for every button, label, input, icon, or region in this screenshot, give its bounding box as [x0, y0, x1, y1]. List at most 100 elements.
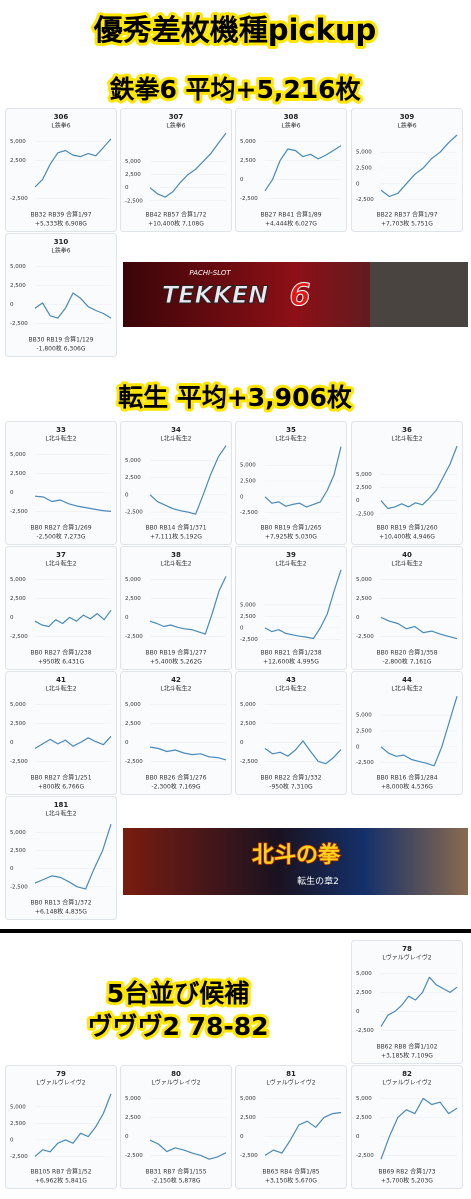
page-title: 優秀差枚機種pickup [93, 13, 377, 47]
machine-stats: BB31 RB7 合算1/155 [145, 1168, 206, 1176]
y-tick-label: 5,000 [240, 702, 256, 708]
y-tick-label: 2,500 [10, 721, 26, 727]
y-tick-label: 2,500 [240, 158, 256, 164]
machine-number: 34 [171, 426, 181, 434]
machine-model: L鉄拳6 [51, 122, 70, 130]
machine-stats: +8,000枚 4,536G [381, 783, 433, 791]
y-tick-label: 0 [10, 740, 14, 746]
machine-stats: BB0 RB19 合算1/265 [260, 524, 321, 532]
line [380, 696, 458, 767]
y-tick-label: -2,500 [10, 759, 28, 765]
y-tick-label: 2,500 [240, 1115, 256, 1121]
machine-number: 307 [169, 113, 184, 121]
line [380, 1097, 458, 1160]
machine-stats: BB0 RB13 合算1/372 [30, 899, 91, 907]
machine-model: Lヴァルヴレイヴ2 [266, 1079, 315, 1087]
card-bg [5, 796, 117, 920]
section-heading: 鉄拳6 平均+5,216枚 [109, 75, 360, 104]
machine-model: L北斗転生2 [275, 435, 306, 443]
y-tick-label: -2,500 [10, 196, 28, 202]
y-tick-label: 0 [10, 490, 14, 496]
y-tick-label: 2,500 [356, 990, 372, 996]
machine-number: 308 [284, 113, 299, 121]
card-bg [5, 108, 117, 232]
y-tick-label: 2,500 [356, 596, 372, 602]
y-tick-label: 2,500 [10, 158, 26, 164]
machine-stats: BB0 RB20 合算1/358 [376, 649, 437, 657]
machine-model: L北斗転生2 [160, 685, 191, 693]
machine-model: L北斗転生2 [391, 435, 422, 443]
machine-stats: BB30 RB19 合算1/129 [29, 336, 94, 344]
card-bg [5, 671, 117, 795]
y-tick-label: 0 [356, 498, 360, 504]
line [34, 138, 112, 188]
machine-stats: BB0 RB26 合算1/276 [145, 774, 206, 782]
line [34, 609, 112, 628]
y-tick-label: 5,000 [10, 264, 26, 270]
y-tick-label: -2,500 [356, 197, 374, 203]
y-tick-label: -2,500 [125, 510, 143, 516]
y-tick-label: 2,500 [125, 475, 141, 481]
card-bg [5, 546, 117, 670]
line [264, 1111, 342, 1156]
y-tick-label: 5,000 [10, 139, 26, 145]
card-bg [5, 1065, 117, 1189]
y-tick-label: 2,500 [10, 471, 26, 477]
machine-number: 42 [171, 676, 181, 684]
machine-stats: +800枚 6,766G [38, 783, 85, 791]
y-tick-label: 5,000 [125, 577, 141, 583]
machine-stats: +7,925枚 5,030G [265, 533, 317, 541]
machine-model: L北斗転生2 [45, 685, 76, 693]
machine-number: 38 [171, 551, 181, 559]
card-bg [235, 671, 347, 795]
y-tick-label: 5,000 [240, 602, 256, 608]
line [34, 495, 112, 512]
banner-logo: 北斗の拳 [252, 842, 341, 868]
machine-stats: BB0 RB14 合算1/371 [145, 524, 206, 532]
machine-stats: +5,333枚 6,908G [35, 220, 87, 228]
machine-stats: +5,400枚 5,262G [150, 658, 202, 666]
y-tick-label: -2,500 [10, 509, 28, 515]
y-tick-label: -2,500 [240, 759, 258, 765]
card-bg [351, 546, 463, 670]
card-bg [351, 1065, 463, 1189]
y-tick-label: 5,000 [356, 971, 372, 977]
line [264, 740, 342, 765]
y-tick-label: -2,500 [10, 634, 28, 640]
y-tick-label: -2,500 [240, 1153, 258, 1159]
machine-stats: BB63 RB4 合算1/85 [262, 1168, 319, 1176]
y-tick-label: 0 [240, 740, 244, 746]
y-tick-label: 5,000 [125, 1096, 141, 1102]
machine-stats: BB0 RB22 合算1/332 [260, 774, 321, 782]
y-tick-label: 0 [10, 615, 14, 621]
machine-stats: +10,400枚 7,108G [148, 220, 204, 228]
machine-stats: +3,185枚 7,109G [381, 1052, 433, 1060]
machine-stats: -2,800枚 7,161G [382, 658, 431, 666]
machine-stats: +7,703枚 5,751G [381, 220, 433, 228]
card-bg [351, 108, 463, 232]
card-bg [120, 546, 232, 670]
machine-stats: -1,800枚 6,306G [36, 345, 85, 353]
machine-stats: +3,700枚 5,203G [381, 1177, 433, 1185]
y-tick-label: 5,000 [356, 577, 372, 583]
card-bg [351, 940, 463, 1064]
machine-model: Lヴァルヴレイヴ2 [382, 1079, 431, 1087]
y-tick-label: 0 [356, 1134, 360, 1140]
y-tick-label: -2,500 [356, 634, 374, 640]
y-tick-label: -2,500 [10, 321, 28, 327]
y-tick-label: 0 [10, 302, 14, 308]
machine-model: L北斗転生2 [391, 560, 422, 568]
